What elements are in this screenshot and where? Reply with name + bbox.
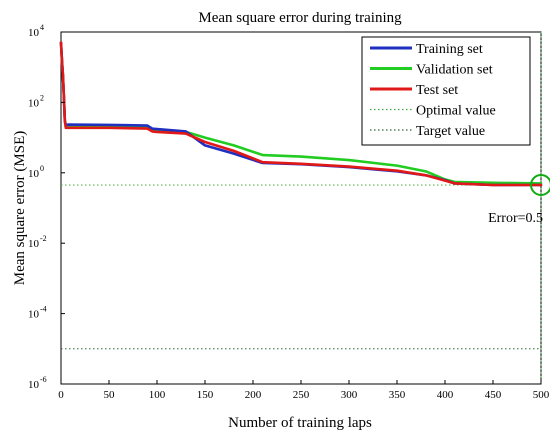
y-tick-label: 10 bbox=[28, 97, 40, 109]
x-tick-label: 50 bbox=[104, 389, 116, 401]
optimal-point-marker bbox=[530, 174, 550, 197]
legend-item: Training set bbox=[370, 42, 483, 57]
x-tick-label: 400 bbox=[437, 389, 454, 401]
y-tick-exponent: 2 bbox=[40, 93, 44, 102]
x-tick-label: 350 bbox=[389, 389, 406, 401]
x-tick-label: 200 bbox=[245, 389, 262, 401]
y-tick-base: 10 bbox=[28, 309, 40, 321]
y-tick-label: 10 bbox=[28, 309, 40, 321]
legend: Training set Validation set Test set Optima… bbox=[361, 36, 531, 146]
legend-label: Validation set bbox=[416, 63, 493, 78]
y-tick-exponent: -6 bbox=[40, 375, 47, 384]
legend-item: Validation set bbox=[370, 63, 493, 78]
y-tick-base: 10 bbox=[28, 168, 40, 180]
y-tick-label: 10 bbox=[28, 238, 40, 250]
x-tick-label: 100 bbox=[149, 389, 166, 401]
annotation-layer: Error=0.5 bbox=[488, 174, 550, 226]
y-tick-exponent: -2 bbox=[40, 234, 47, 243]
legend-label: Optimal value bbox=[416, 104, 496, 119]
x-axis-label: Number of training laps bbox=[228, 415, 372, 431]
error-annotation: Error=0.5 bbox=[488, 211, 543, 226]
reference-lines bbox=[61, 32, 542, 384]
x-axis: 0 50 100 150 200 250 300 350 400 450 500 bbox=[58, 380, 550, 401]
legend-label: Test set bbox=[416, 83, 458, 98]
x-tick-label: 450 bbox=[485, 389, 502, 401]
y-tick-exponent: 4 bbox=[40, 23, 44, 32]
y-axis-label: Mean square error (MSE) bbox=[12, 131, 28, 286]
series-line-test-set bbox=[59, 41, 543, 187]
y-tick-exponent: -4 bbox=[40, 305, 47, 314]
legend-item: Test set bbox=[370, 83, 458, 98]
legend-label: Target value bbox=[416, 124, 485, 139]
chart-title: Mean square error during training bbox=[198, 10, 402, 26]
x-tick-label: 0 bbox=[58, 389, 64, 401]
legend-item: Target value bbox=[370, 124, 485, 139]
y-tick-base: 10 bbox=[28, 97, 40, 109]
y-tick-label: 10 bbox=[28, 379, 40, 391]
y-tick-base: 10 bbox=[28, 238, 40, 250]
series-lines bbox=[59, 41, 543, 187]
legend-label: Training set bbox=[416, 42, 483, 57]
x-tick-label: 250 bbox=[293, 389, 310, 401]
y-tick-exponent: 0 bbox=[40, 164, 44, 173]
legend-box bbox=[361, 36, 531, 146]
x-tick-label: 500 bbox=[533, 389, 550, 401]
y-tick-label: 10 bbox=[28, 27, 40, 39]
y-tick-label: 10 bbox=[28, 168, 40, 180]
y-tick-base: 10 bbox=[28, 379, 40, 391]
x-tick-label: 150 bbox=[197, 389, 214, 401]
y-tick-base: 10 bbox=[28, 27, 40, 39]
x-tick-label: 300 bbox=[341, 389, 358, 401]
legend-item: Optimal value bbox=[370, 104, 496, 119]
